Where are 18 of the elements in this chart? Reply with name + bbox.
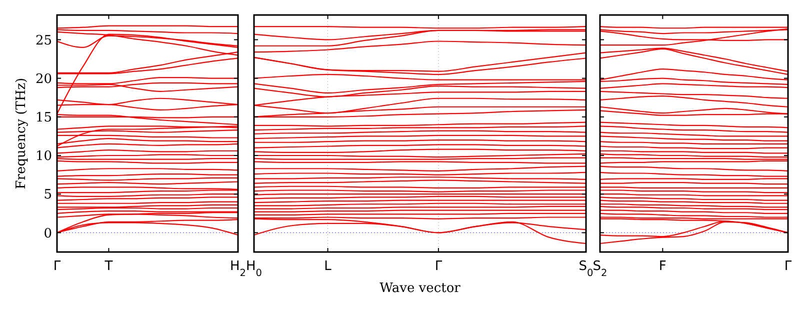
y-tick-label: 20 [35,72,52,87]
x-tick-label: F [658,259,666,274]
x-tick-label: Γ [53,259,62,274]
y-tick-label: 15 [35,110,52,126]
x-tick-label: Γ [434,259,443,274]
y-axis-title: Frequency (THz) [14,78,29,190]
x-tick-label: L [324,259,332,274]
y-tick-label: 10 [35,149,52,164]
x-tick-label: S$_{0}$ [578,259,594,278]
x-tick-label: H$_{0}$ [246,259,262,278]
x-tick-label: T [104,259,113,274]
x-tick-label: H$_{2}$ [230,259,246,278]
x-axis-title: Wave vector [380,281,462,296]
y-tick-label: 25 [35,33,52,48]
y-tick-label: 5 [44,188,52,203]
x-tick-label: Γ [784,259,792,274]
x-tick-label: S$_{2}$ [592,259,608,278]
y-tick-label: 0 [44,226,52,242]
